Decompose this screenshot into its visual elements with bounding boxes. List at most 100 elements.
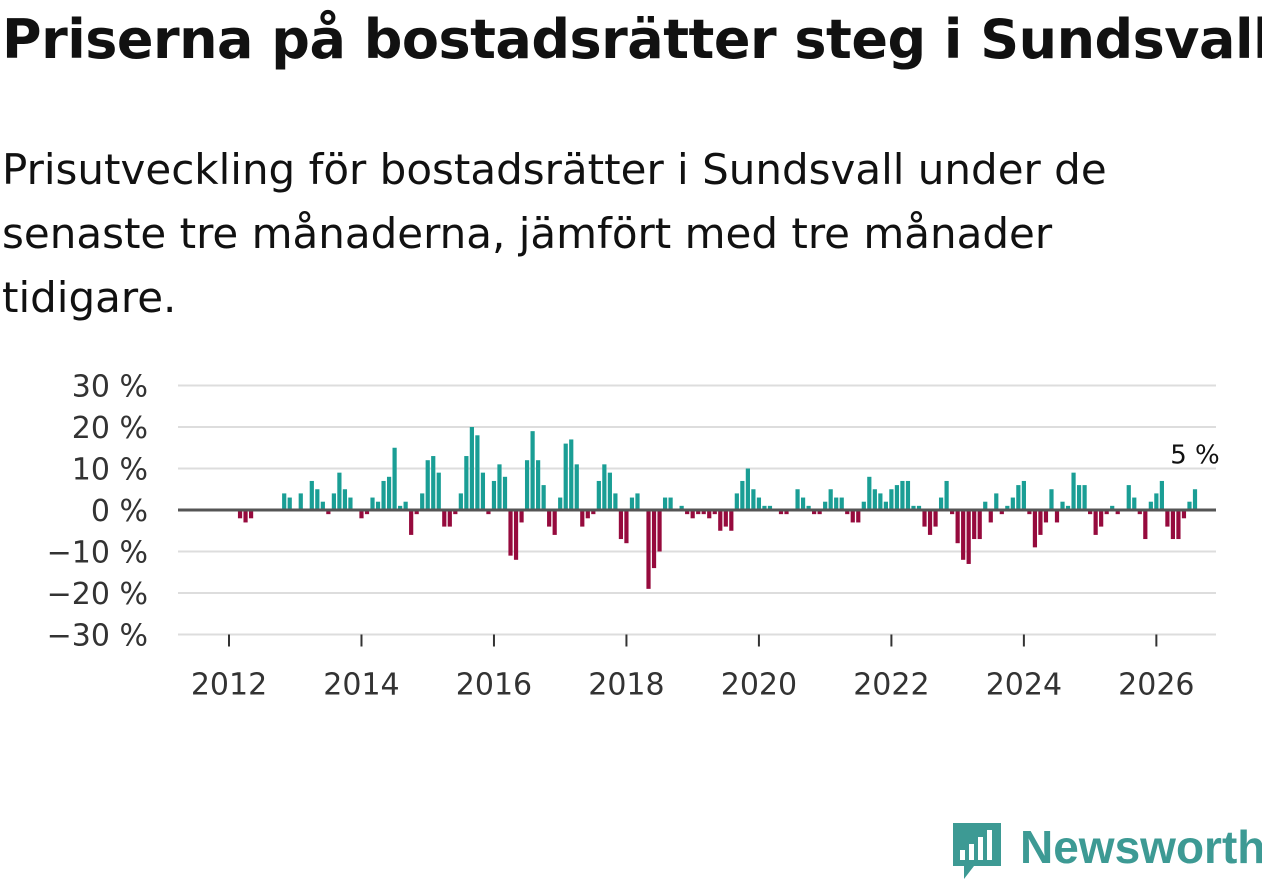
bar [282,493,287,510]
bar [1132,497,1137,510]
bar [309,480,314,510]
y-tick-label: −30 % [47,619,148,654]
bar [1060,501,1065,510]
bar [1032,510,1038,548]
bar [839,497,844,510]
bar [994,493,999,510]
gridlines [178,384,1216,636]
bar [370,497,375,510]
bar [1010,497,1015,510]
bar-chart: 30 % 20 % 10 % 0 % −10 % −20 % −30 % 2012 2014 20… [47,370,1220,703]
bar [607,472,612,510]
y-tick-label: −10 % [47,536,148,571]
bar [398,505,403,510]
bar [569,439,574,510]
bar [1071,472,1076,510]
bar [624,510,629,544]
bar [861,501,866,510]
bar [723,510,728,527]
latest-value-label: 5 % [1170,440,1220,470]
bar [580,510,585,527]
bar [729,510,734,531]
bar [248,510,254,519]
bar [745,468,750,510]
bar [961,510,966,560]
bar [585,510,590,519]
x-tick-label: 2026 [1118,668,1194,703]
bar [657,510,662,552]
bar [1104,510,1109,515]
bar [834,497,839,510]
bar [480,472,486,510]
bar [1176,510,1181,540]
bar [342,489,348,510]
bar [1049,489,1054,510]
bar [878,493,883,510]
bar [381,480,386,510]
bar [944,480,949,510]
bar [856,510,861,523]
bar [320,501,325,510]
x-tick-label: 2022 [853,668,929,703]
bar [867,476,872,510]
bar [420,493,425,510]
bar [491,480,497,510]
chart-subtitle: Prisutveckling för bostadsrätter i Sunds… [2,145,1107,322]
bar [243,510,248,523]
x-tick-label: 2016 [456,668,532,703]
bar [364,510,370,515]
bar [596,480,601,510]
bar [767,505,773,510]
bar [927,510,933,535]
bar [536,460,541,510]
bar [1082,485,1087,510]
bar [337,472,342,510]
bar [375,501,381,510]
bar [988,510,993,523]
bar [812,510,817,515]
bar [436,472,441,510]
bar [1054,510,1060,523]
bar [651,510,657,569]
bar [1021,480,1026,510]
bar [458,493,463,510]
brand-name: Newsworthy [1020,821,1262,873]
bar [1076,485,1082,510]
bars [237,427,1198,589]
bar [524,460,530,510]
bar [966,510,971,564]
bar [497,464,502,510]
bar [894,485,900,510]
bar [502,476,508,510]
bar [298,493,303,510]
bar [547,510,552,527]
bar [464,456,469,510]
bar [1115,510,1120,515]
bar [1093,510,1098,535]
bar [662,497,668,510]
bar [442,510,447,527]
bar [1187,501,1192,510]
axes: 30 % 20 % 10 % 0 % −10 % −20 % −30 % 2012 2014 20… [47,370,1220,703]
bar [475,435,480,510]
bar [850,510,855,523]
bar [668,497,673,510]
bar [911,505,916,510]
bar [618,510,624,540]
bar [883,501,888,510]
bar [287,497,292,510]
bar [795,489,800,510]
chart-title: Priserna på bostadsrätter steg i Sundsva… [2,8,1262,71]
bar [707,510,712,519]
bar [425,460,430,510]
bar [1143,510,1148,540]
y-tick-label: 0 % [91,494,148,529]
bar [1126,485,1131,510]
bar [740,480,745,510]
bar [800,497,806,510]
bar [762,505,767,510]
bar [734,493,739,510]
bar [359,510,364,519]
bar [315,489,320,510]
bar [1027,510,1032,515]
